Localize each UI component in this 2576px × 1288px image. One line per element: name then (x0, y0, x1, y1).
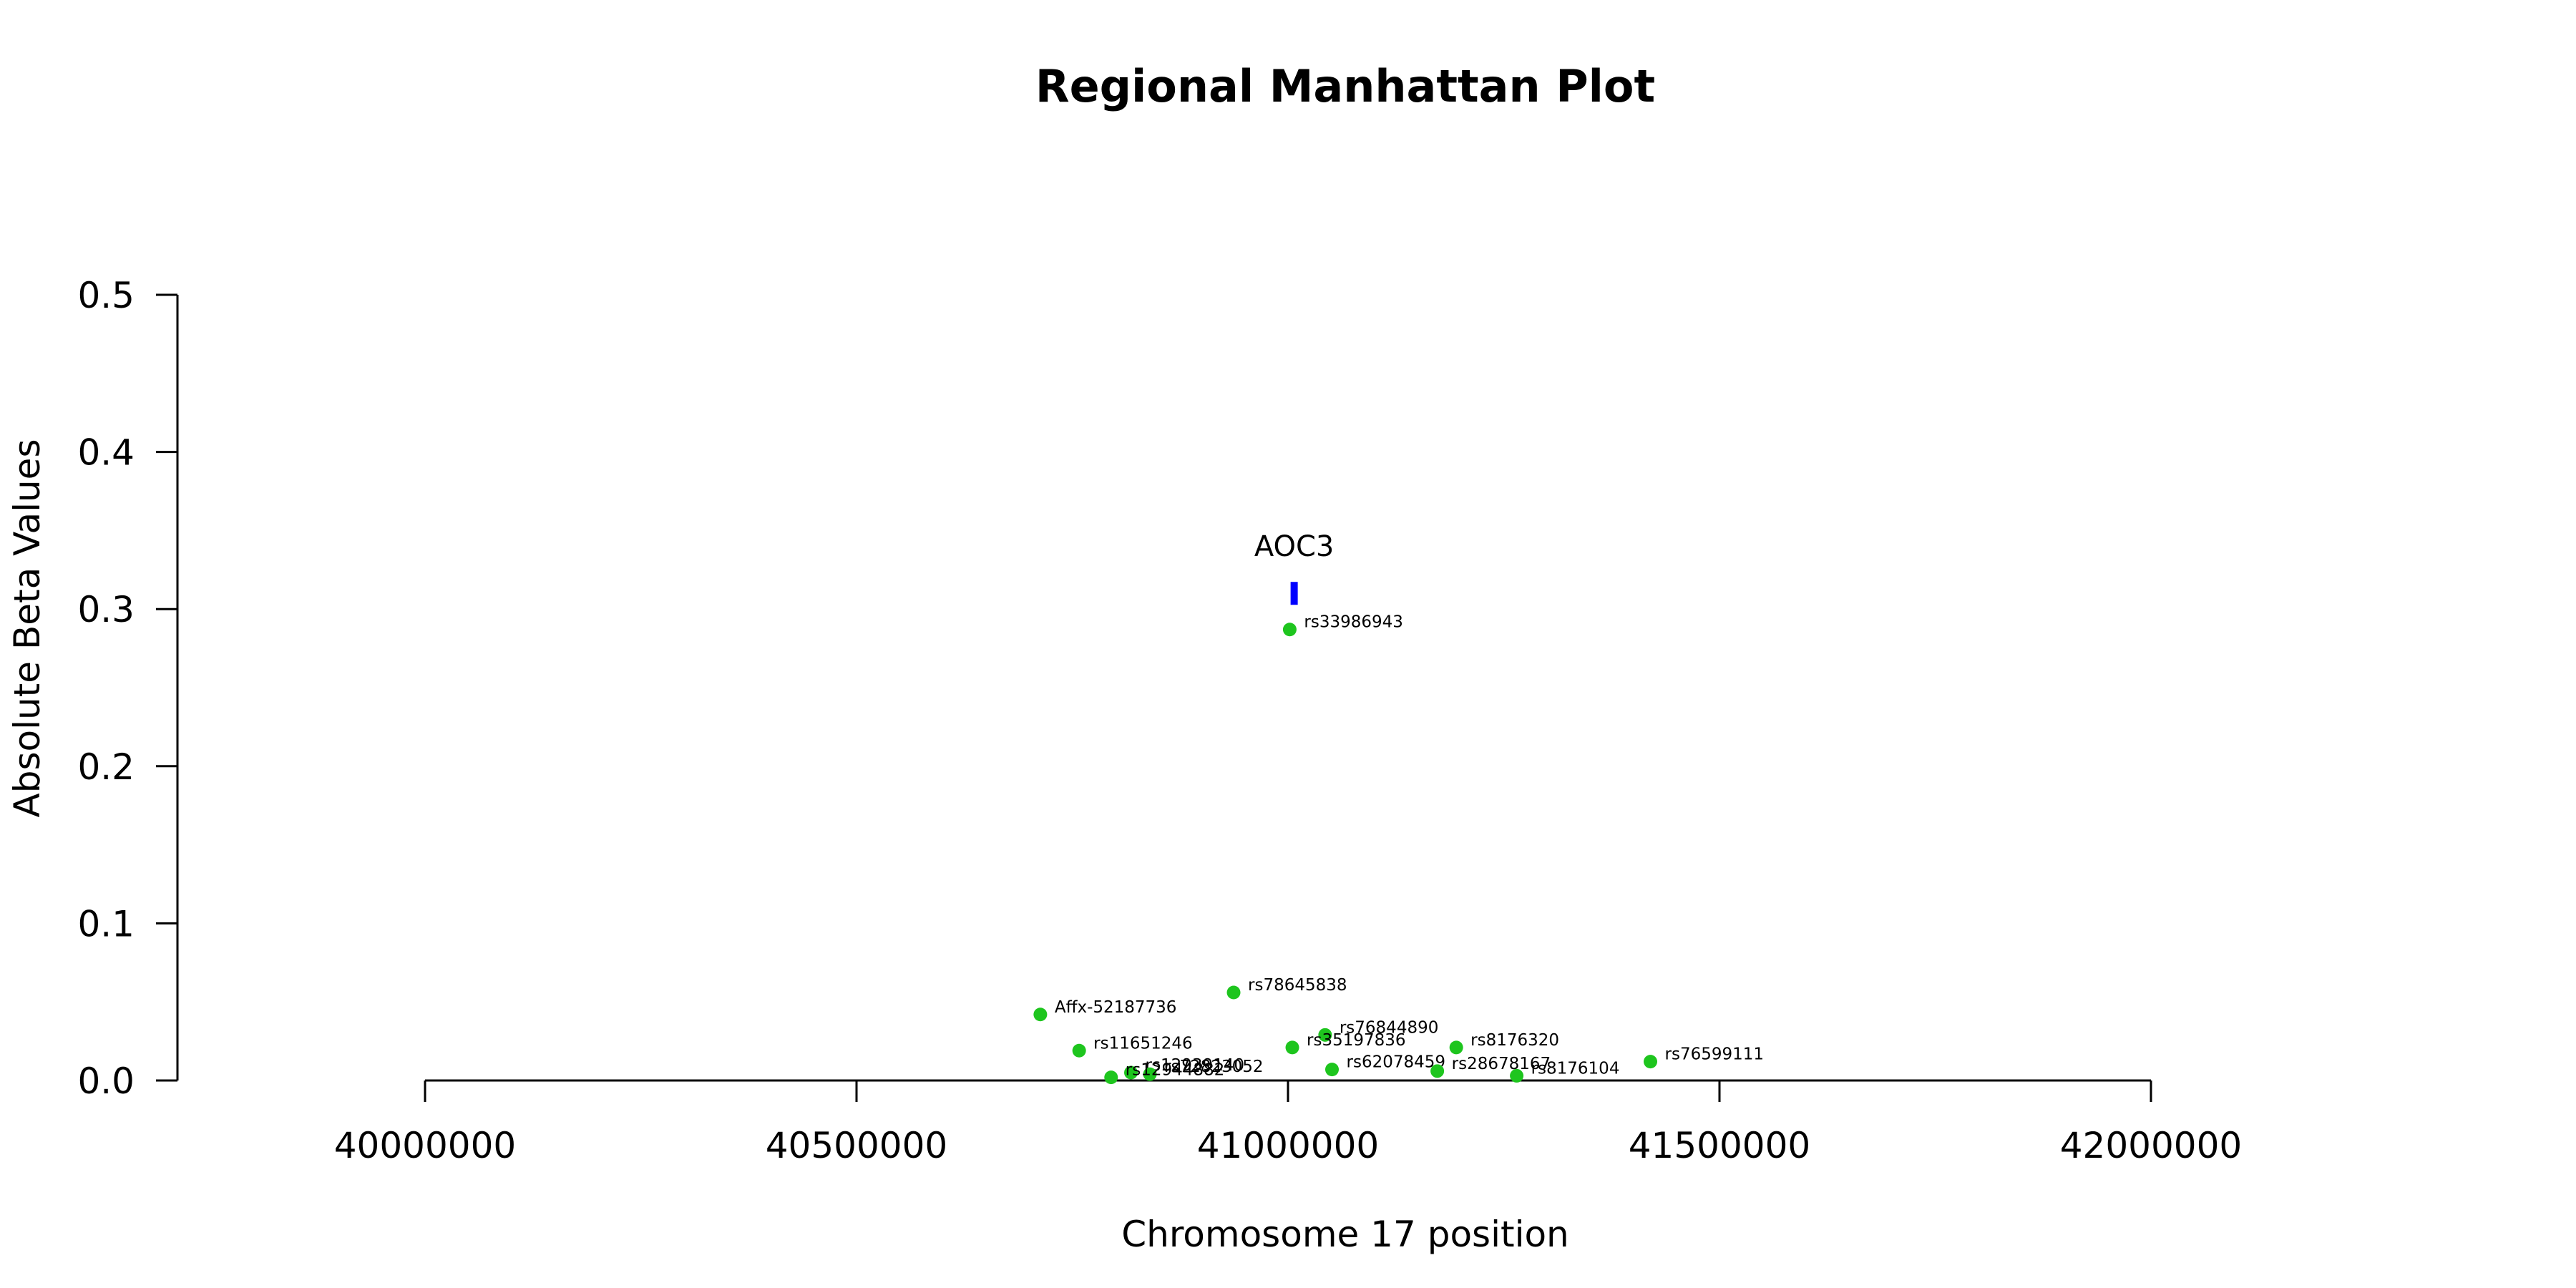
data-point (1124, 1065, 1138, 1080)
point-label: rs8176104 (1531, 1059, 1620, 1078)
data-point (1430, 1064, 1445, 1078)
x-tick-label: 41500000 (1629, 1125, 1811, 1166)
y-tick-label: 0.5 (77, 275, 135, 316)
data-point (1644, 1055, 1658, 1069)
data-point (1072, 1043, 1086, 1058)
gene-bar (1290, 582, 1298, 605)
point-label: rs72823052 (1164, 1058, 1264, 1076)
data-point (1282, 623, 1297, 637)
point-label: rs28678167 (1452, 1055, 1551, 1073)
data-points: rs33986943 rs78645838 Affx-52187736 rs76844… (1033, 613, 1765, 1085)
gene-track: AOC3 (1254, 530, 1335, 605)
x-tick-label: 40500000 (766, 1125, 948, 1166)
chart-title: Regional Manhattan Plot (1035, 60, 1655, 112)
x-tick-label: 40000000 (334, 1125, 517, 1166)
y-tick-label: 0.0 (77, 1060, 135, 1102)
point-label: rs11651246 (1093, 1034, 1193, 1053)
data-point (1226, 985, 1241, 1000)
point-label: rs12944882 (1126, 1061, 1225, 1080)
data-point (1325, 1063, 1340, 1077)
point-label: rs35197836 (1307, 1031, 1406, 1050)
x-axis-label: Chromosome 17 position (1121, 1214, 1569, 1255)
x-tick-label: 42000000 (2060, 1125, 2243, 1166)
point-label: rs62078459 (1347, 1053, 1446, 1072)
data-point (1510, 1068, 1524, 1083)
data-point (1318, 1028, 1332, 1042)
point-label: rs76844890 (1340, 1018, 1439, 1037)
axes: 0.0 0.1 0.2 0.3 0.4 0.5 40000000 40500000 410000… (77, 275, 2242, 1166)
point-label: rs33986943 (1304, 613, 1403, 632)
data-point (1285, 1040, 1299, 1055)
data-point (1033, 1008, 1048, 1022)
point-label: Affx-52187736 (1055, 998, 1177, 1017)
x-tick-label: 41000000 (1197, 1125, 1380, 1166)
gene-label: AOC3 (1254, 530, 1335, 563)
y-tick-label: 0.4 (77, 432, 135, 474)
point-label: rs78645838 (1248, 976, 1347, 995)
point-label: rs12939140 (1146, 1056, 1245, 1075)
y-tick-label: 0.1 (77, 903, 135, 945)
y-tick-label: 0.2 (77, 746, 135, 788)
y-axis-label: Absolute Beta Values (6, 439, 48, 818)
y-tick-label: 0.3 (77, 589, 135, 630)
data-point (1143, 1067, 1157, 1081)
point-label: rs8176320 (1470, 1031, 1559, 1050)
data-point (1104, 1070, 1118, 1085)
data-point (1449, 1040, 1463, 1055)
point-label: rs76599111 (1665, 1045, 1765, 1064)
